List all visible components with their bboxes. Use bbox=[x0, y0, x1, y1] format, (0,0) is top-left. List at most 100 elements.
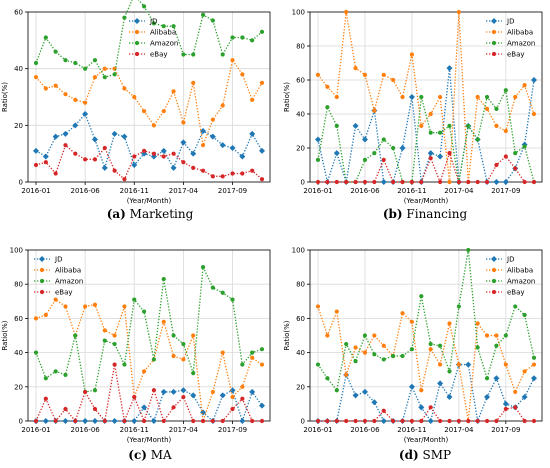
data-point bbox=[334, 418, 339, 424]
data-point bbox=[102, 66, 107, 71]
data-point bbox=[180, 387, 187, 394]
data-point bbox=[63, 304, 68, 309]
x-tick-label: 2016-11 bbox=[397, 187, 426, 195]
legend-marker bbox=[134, 40, 140, 46]
y-tick-label: 40 bbox=[14, 349, 23, 357]
legend-marker bbox=[134, 51, 140, 57]
data-point bbox=[447, 123, 452, 128]
data-point bbox=[409, 179, 415, 185]
data-point bbox=[484, 333, 490, 338]
data-point bbox=[92, 406, 98, 412]
data-point bbox=[466, 418, 471, 424]
data-point bbox=[475, 94, 480, 100]
series-line-ebay bbox=[35, 144, 263, 181]
data-point bbox=[494, 418, 499, 424]
data-point bbox=[325, 376, 330, 381]
series-ebay bbox=[33, 143, 265, 182]
panel-caption: (b) Financing bbox=[383, 207, 468, 221]
axes-frame bbox=[309, 11, 543, 183]
data-point bbox=[315, 179, 321, 185]
data-point bbox=[361, 388, 368, 395]
data-point bbox=[484, 418, 490, 424]
data-point bbox=[53, 171, 58, 176]
y-tick-label: 0 bbox=[301, 418, 305, 426]
data-point bbox=[522, 144, 527, 149]
x-tick-label: 2016-06 bbox=[350, 426, 380, 434]
data-point bbox=[240, 384, 245, 389]
data-point bbox=[210, 389, 215, 395]
data-point bbox=[240, 362, 245, 367]
data-point bbox=[522, 179, 527, 185]
data-point bbox=[372, 352, 377, 357]
data-point bbox=[456, 362, 461, 367]
data-point bbox=[33, 75, 39, 80]
caption-letter: (a) bbox=[107, 207, 126, 221]
caption-letter: (d) bbox=[399, 448, 419, 462]
data-point bbox=[315, 362, 321, 367]
legend-label: eBay bbox=[150, 51, 168, 59]
data-point bbox=[249, 130, 256, 137]
y-tick-label: 0 bbox=[19, 179, 23, 187]
legend-label: eBay bbox=[55, 289, 73, 297]
caption-letter: (b) bbox=[383, 207, 403, 221]
chart-panel-1: 0 20 40 60 2016-01 2016-06 2016-11 2017-04 2017-… bbox=[1, 0, 271, 221]
data-point bbox=[112, 168, 117, 173]
data-point bbox=[181, 52, 186, 57]
data-point bbox=[456, 179, 461, 185]
legend-marker bbox=[134, 18, 140, 24]
data-point bbox=[344, 179, 349, 185]
data-point bbox=[151, 21, 157, 26]
data-point bbox=[63, 58, 68, 63]
data-point bbox=[522, 83, 527, 88]
data-point bbox=[33, 60, 39, 66]
data-point bbox=[427, 150, 434, 157]
data-point bbox=[63, 92, 68, 97]
x-axis-label: (Year/Month) bbox=[404, 197, 449, 205]
caption-title: Financing bbox=[406, 207, 467, 221]
data-point bbox=[73, 151, 78, 156]
data-point bbox=[220, 290, 225, 295]
legend-marker bbox=[491, 18, 497, 24]
data-point bbox=[503, 406, 508, 412]
data-point bbox=[122, 304, 127, 309]
data-point bbox=[484, 376, 490, 381]
data-point bbox=[362, 72, 368, 77]
data-point bbox=[33, 147, 39, 154]
data-point bbox=[191, 80, 196, 85]
data-point bbox=[352, 392, 359, 399]
data-point bbox=[249, 388, 256, 395]
data-point bbox=[437, 343, 443, 348]
data-point bbox=[381, 157, 386, 162]
data-point bbox=[531, 179, 537, 185]
data-point bbox=[502, 179, 509, 185]
data-point bbox=[437, 418, 443, 424]
data-point bbox=[239, 418, 246, 424]
data-point bbox=[73, 418, 78, 424]
y-tick-label: 20 bbox=[14, 122, 23, 130]
y-tick-label: 60 bbox=[296, 315, 305, 323]
x-tick-label: 2017-09 bbox=[218, 426, 247, 434]
data-point bbox=[428, 130, 433, 135]
data-point bbox=[315, 157, 321, 162]
data-point bbox=[380, 179, 387, 185]
legend-marker bbox=[491, 29, 497, 35]
data-point bbox=[381, 72, 386, 77]
data-point bbox=[513, 389, 518, 395]
legend-marker bbox=[491, 278, 497, 284]
data-point bbox=[372, 151, 377, 156]
series-jd bbox=[315, 361, 537, 424]
data-point bbox=[72, 122, 79, 129]
data-point bbox=[380, 418, 387, 424]
data-point bbox=[493, 179, 500, 185]
x-axis-label: (Year/Month) bbox=[127, 197, 172, 205]
data-point bbox=[381, 137, 386, 142]
x-tick-label: 2016-06 bbox=[350, 187, 380, 195]
data-point bbox=[427, 418, 434, 424]
data-point bbox=[132, 394, 137, 400]
data-point bbox=[131, 162, 138, 168]
data-point bbox=[381, 408, 386, 413]
data-point bbox=[521, 394, 528, 401]
data-point bbox=[419, 418, 424, 424]
data-point bbox=[171, 151, 176, 156]
x-tick-label: 2016-11 bbox=[120, 187, 149, 195]
